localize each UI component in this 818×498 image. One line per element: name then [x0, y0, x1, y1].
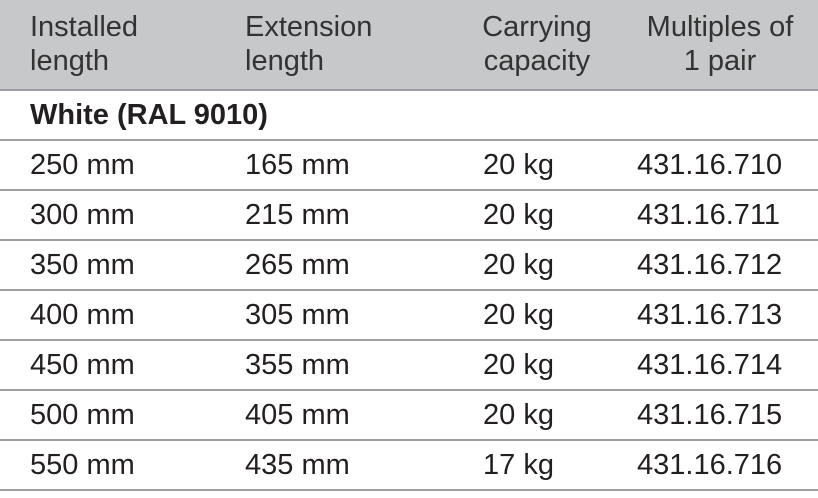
- row-divider: [0, 289, 818, 291]
- table-cell: 431.16.714: [637, 349, 783, 381]
- table-cell: 435 mm: [245, 449, 350, 481]
- table-cell: 355 mm: [245, 349, 350, 381]
- header-row: [0, 0, 818, 90]
- table-cell: 400 mm: [30, 299, 135, 331]
- table-cell: 20 kg: [483, 299, 554, 331]
- table-cell: 20 kg: [483, 149, 554, 181]
- table-cell: 500 mm: [30, 399, 135, 431]
- row-divider: [0, 89, 818, 91]
- row-divider: [0, 139, 818, 141]
- table-cell: 265 mm: [245, 249, 350, 281]
- header-cell: Multiples of 1 pair: [630, 10, 810, 78]
- section-label: White (RAL 9010): [30, 99, 268, 131]
- table-cell: 405 mm: [245, 399, 350, 431]
- header-cell: Extension length: [245, 10, 465, 78]
- table-cell: 431.16.711: [637, 199, 780, 231]
- table-cell: 20 kg: [483, 399, 554, 431]
- table-cell: 215 mm: [245, 199, 350, 231]
- header-text: capacity: [483, 45, 591, 77]
- table-cell: 450 mm: [30, 349, 135, 381]
- table-cell: 431.16.715: [637, 399, 783, 431]
- table-cell: 250 mm: [30, 149, 135, 181]
- table-cell: 17 kg: [483, 449, 554, 481]
- table-cell: 305 mm: [245, 299, 350, 331]
- row-divider: [0, 189, 818, 191]
- table-cell: 20 kg: [483, 249, 554, 281]
- row-divider: [0, 239, 818, 241]
- table-cell: 431.16.712: [637, 249, 783, 281]
- table-cell: 550 mm: [30, 449, 135, 481]
- table-cell: 431.16.713: [637, 299, 783, 331]
- row-divider: [0, 439, 818, 441]
- header-text: length: [30, 45, 110, 77]
- table-cell: 165 mm: [245, 149, 350, 181]
- row-divider: [0, 489, 818, 491]
- header-cell: Carrying capacity: [462, 10, 612, 78]
- table-cell: 431.16.710: [637, 149, 783, 181]
- table-cell: 20 kg: [483, 199, 554, 231]
- header-text: Carrying: [482, 11, 592, 43]
- row-divider: [0, 389, 818, 391]
- header-text: Installed: [30, 11, 139, 43]
- header-text: length: [245, 45, 325, 77]
- header-text: 1 pair: [683, 45, 757, 77]
- row-divider: [0, 339, 818, 341]
- table-cell: 20 kg: [483, 349, 554, 381]
- table-cell: 300 mm: [30, 199, 135, 231]
- header-text: Extension: [245, 11, 373, 43]
- table-cell: 431.16.716: [637, 449, 783, 481]
- header-text: Multiples of: [646, 11, 794, 43]
- header-cell: Installed length: [30, 10, 230, 78]
- table-cell: 350 mm: [30, 249, 135, 281]
